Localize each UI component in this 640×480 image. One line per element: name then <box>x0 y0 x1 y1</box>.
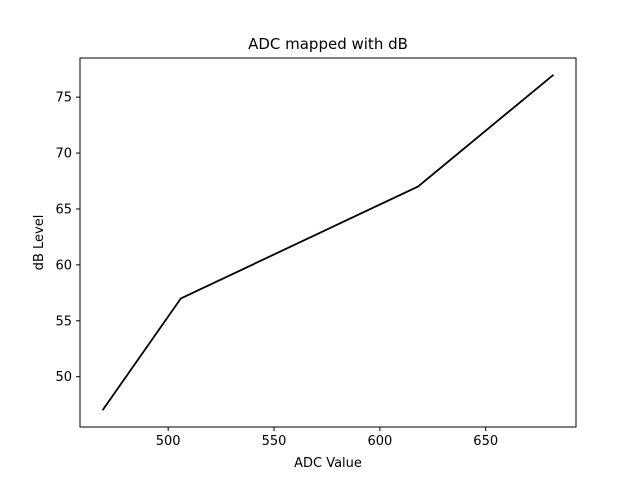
y-axis-label: dB Level <box>32 215 47 271</box>
axes-frame <box>79 57 577 428</box>
y-tick-label: 55 <box>55 314 72 329</box>
series-layer <box>101 74 555 411</box>
y-tick-label: 65 <box>55 202 72 217</box>
x-axis: 500 550 600 650 <box>156 427 498 449</box>
y-tick-label: 50 <box>55 370 72 385</box>
y-axis: 50 55 60 65 70 75 <box>55 91 80 385</box>
chart-title: ADC mapped with dB <box>248 35 408 53</box>
series-line-0 <box>101 74 555 411</box>
x-tick-label: 500 <box>156 434 181 449</box>
y-tick-label: 75 <box>55 91 72 106</box>
y-tick-label: 60 <box>55 258 72 273</box>
x-axis-label: ADC Value <box>294 456 362 471</box>
plot-area <box>79 57 577 428</box>
y-tick-label: 70 <box>55 147 72 162</box>
x-tick-label: 600 <box>367 434 392 449</box>
x-tick-label: 550 <box>262 434 287 449</box>
x-tick-label: 650 <box>473 434 498 449</box>
